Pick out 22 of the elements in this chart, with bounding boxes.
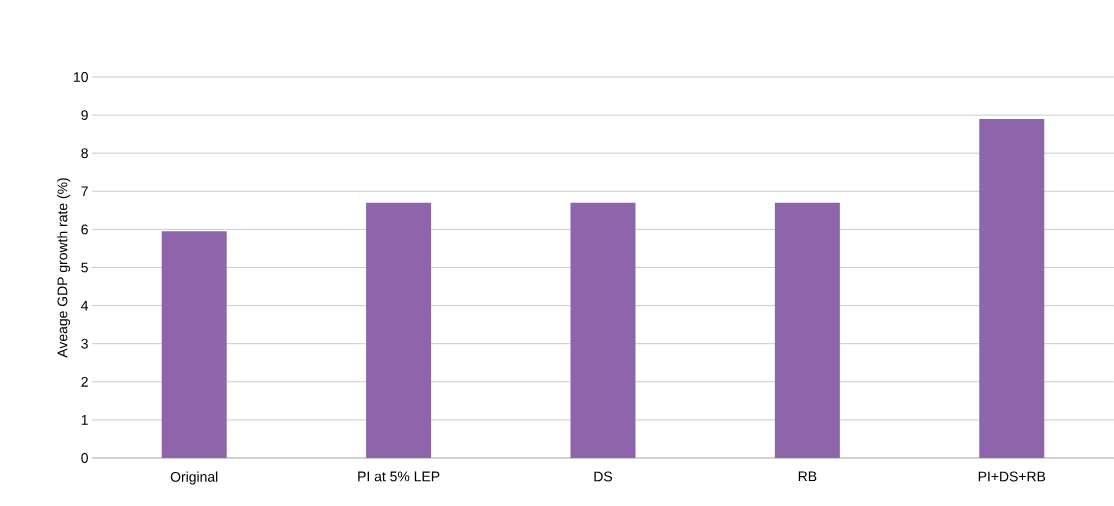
y-tick-label: 5: [81, 262, 88, 273]
x-tick-label: PI at 5% LEP: [358, 471, 440, 482]
y-axis-title: Aveage GDP growth rate (%): [57, 178, 71, 358]
y-tick-label: 0: [81, 453, 88, 463]
y-tick-label: 4: [81, 300, 89, 311]
y-tick-label: 7: [81, 186, 88, 197]
bar: [774, 202, 840, 458]
bar: [161, 231, 227, 458]
y-tick-label: 3: [81, 338, 88, 349]
y-tick-label: 1: [81, 415, 88, 425]
y-tick-label: 9: [81, 110, 88, 121]
y-tick-label: 10: [74, 72, 88, 82]
x-tick-label: DS: [594, 471, 613, 482]
x-tick-label: Original: [170, 471, 218, 485]
bar: [570, 202, 636, 458]
x-tick-label: PI+DS+RB: [978, 471, 1046, 482]
y-tick-label: 8: [81, 148, 88, 159]
x-tick-label: RB: [798, 471, 817, 482]
y-tick-label: 2: [81, 376, 88, 387]
y-tick-label: 6: [81, 224, 88, 235]
bar: [366, 202, 432, 458]
bar: [979, 118, 1045, 458]
